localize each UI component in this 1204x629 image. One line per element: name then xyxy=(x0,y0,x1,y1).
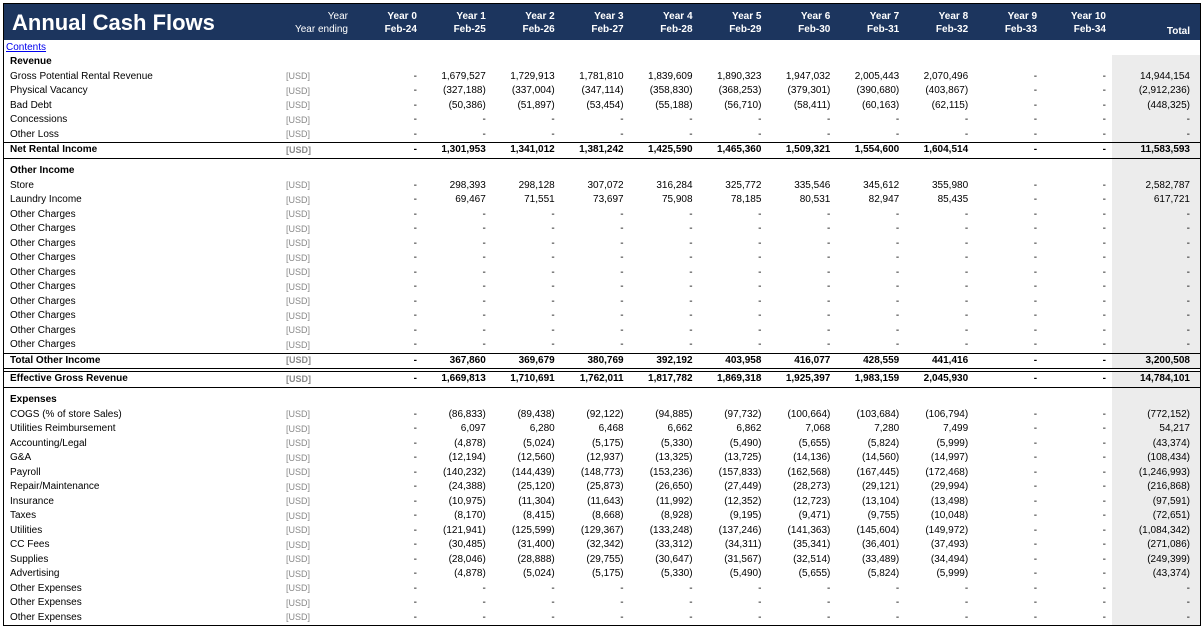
year-col-1: Year 1Feb-25 xyxy=(423,4,492,40)
total-column-header: Total xyxy=(1112,4,1200,40)
contents-link-row: Contents xyxy=(4,40,1200,55)
year-col-6: Year 6Feb-30 xyxy=(767,4,836,40)
year-col-2: Year 2Feb-26 xyxy=(492,4,561,40)
table-header: Annual Cash Flows Year Year ending Year … xyxy=(4,4,1200,40)
table-row: Other Charges[USD]------------ xyxy=(4,324,1200,339)
table-row: Taxes[USD]-(8,170)(8,415)(8,668)(8,928)(… xyxy=(4,509,1200,524)
table-row: Utilities Reimbursement[USD]-6,0976,2806… xyxy=(4,422,1200,437)
table-row: Other Charges[USD]------------ xyxy=(4,266,1200,281)
table-row: Other Expenses[USD]------------ xyxy=(4,596,1200,611)
table-row: Other Charges[USD]------------ xyxy=(4,338,1200,353)
table-row: Laundry Income[USD]-69,46771,55173,69775… xyxy=(4,193,1200,208)
table-row: Accounting/Legal[USD]-(4,878)(5,024)(5,1… xyxy=(4,437,1200,452)
table-row: Other Charges[USD]------------ xyxy=(4,251,1200,266)
cashflow-rows: RevenueGross Potential Rental Revenue[US… xyxy=(4,55,1200,625)
table-row: Advertising[USD]-(4,878)(5,024)(5,175)(5… xyxy=(4,567,1200,582)
year-col-10: Year 10Feb-34 xyxy=(1043,4,1112,40)
year-col-4: Year 4Feb-28 xyxy=(630,4,699,40)
table-row: Physical Vacancy[USD]-(327,188)(337,004)… xyxy=(4,84,1200,99)
contents-link[interactable]: Contents xyxy=(6,42,46,53)
year-col-0: Year 0Feb-24 xyxy=(354,4,423,40)
table-row: CC Fees[USD]-(30,485)(31,400)(32,342)(33… xyxy=(4,538,1200,553)
cashflow-table: Annual Cash Flows Year Year ending Year … xyxy=(3,3,1201,626)
table-row: Other Income xyxy=(4,164,1200,179)
table-row: G&A[USD]-(12,194)(12,560)(12,937)(13,325… xyxy=(4,451,1200,466)
table-row: Other Charges[USD]------------ xyxy=(4,237,1200,252)
table-row: Expenses xyxy=(4,393,1200,408)
year-ending-label: Year ending xyxy=(284,23,348,36)
table-row: Concessions[USD]------------ xyxy=(4,113,1200,128)
year-col-7: Year 7Feb-31 xyxy=(836,4,905,40)
table-row: Other Charges[USD]------------ xyxy=(4,295,1200,310)
table-row: Utilities[USD]-(121,941)(125,599)(129,36… xyxy=(4,524,1200,539)
table-row: Payroll[USD]-(140,232)(144,439)(148,773)… xyxy=(4,466,1200,481)
table-row: Other Expenses[USD]------------ xyxy=(4,611,1200,626)
table-row: Other Charges[USD]------------ xyxy=(4,309,1200,324)
table-row: Revenue xyxy=(4,55,1200,70)
table-row: Net Rental Income[USD]-1,301,9531,341,01… xyxy=(4,143,1200,159)
year-col-5: Year 5Feb-29 xyxy=(699,4,768,40)
table-row: Other Charges[USD]------------ xyxy=(4,208,1200,223)
header-meta: Year Year ending xyxy=(284,4,354,40)
table-row: Other Expenses[USD]------------ xyxy=(4,582,1200,597)
table-row: Effective Gross Revenue[USD]-1,669,8131,… xyxy=(4,372,1200,388)
table-row: Repair/Maintenance[USD]-(24,388)(25,120)… xyxy=(4,480,1200,495)
table-row: COGS (% of store Sales)[USD]-(86,833)(89… xyxy=(4,408,1200,423)
table-row: Other Loss[USD]------------ xyxy=(4,128,1200,143)
year-columns: Year 0Feb-24Year 1Feb-25Year 2Feb-26Year… xyxy=(354,4,1112,40)
table-row: Gross Potential Rental Revenue[USD]-1,67… xyxy=(4,70,1200,85)
year-label: Year xyxy=(284,10,348,23)
page-title: Annual Cash Flows xyxy=(4,4,284,40)
table-row: Bad Debt[USD]-(50,386)(51,897)(53,454)(5… xyxy=(4,99,1200,114)
year-col-3: Year 3Feb-27 xyxy=(561,4,630,40)
table-row: Total Other Income[USD]-367,860369,67938… xyxy=(4,353,1200,369)
year-col-9: Year 9Feb-33 xyxy=(974,4,1043,40)
table-row: Other Charges[USD]------------ xyxy=(4,222,1200,237)
table-row: Supplies[USD]-(28,046)(28,888)(29,755)(3… xyxy=(4,553,1200,568)
table-row: Other Charges[USD]------------ xyxy=(4,280,1200,295)
year-col-8: Year 8Feb-32 xyxy=(905,4,974,40)
table-row: Store[USD]-298,393298,128307,072316,2843… xyxy=(4,179,1200,194)
table-row: Insurance[USD]-(10,975)(11,304)(11,643)(… xyxy=(4,495,1200,510)
